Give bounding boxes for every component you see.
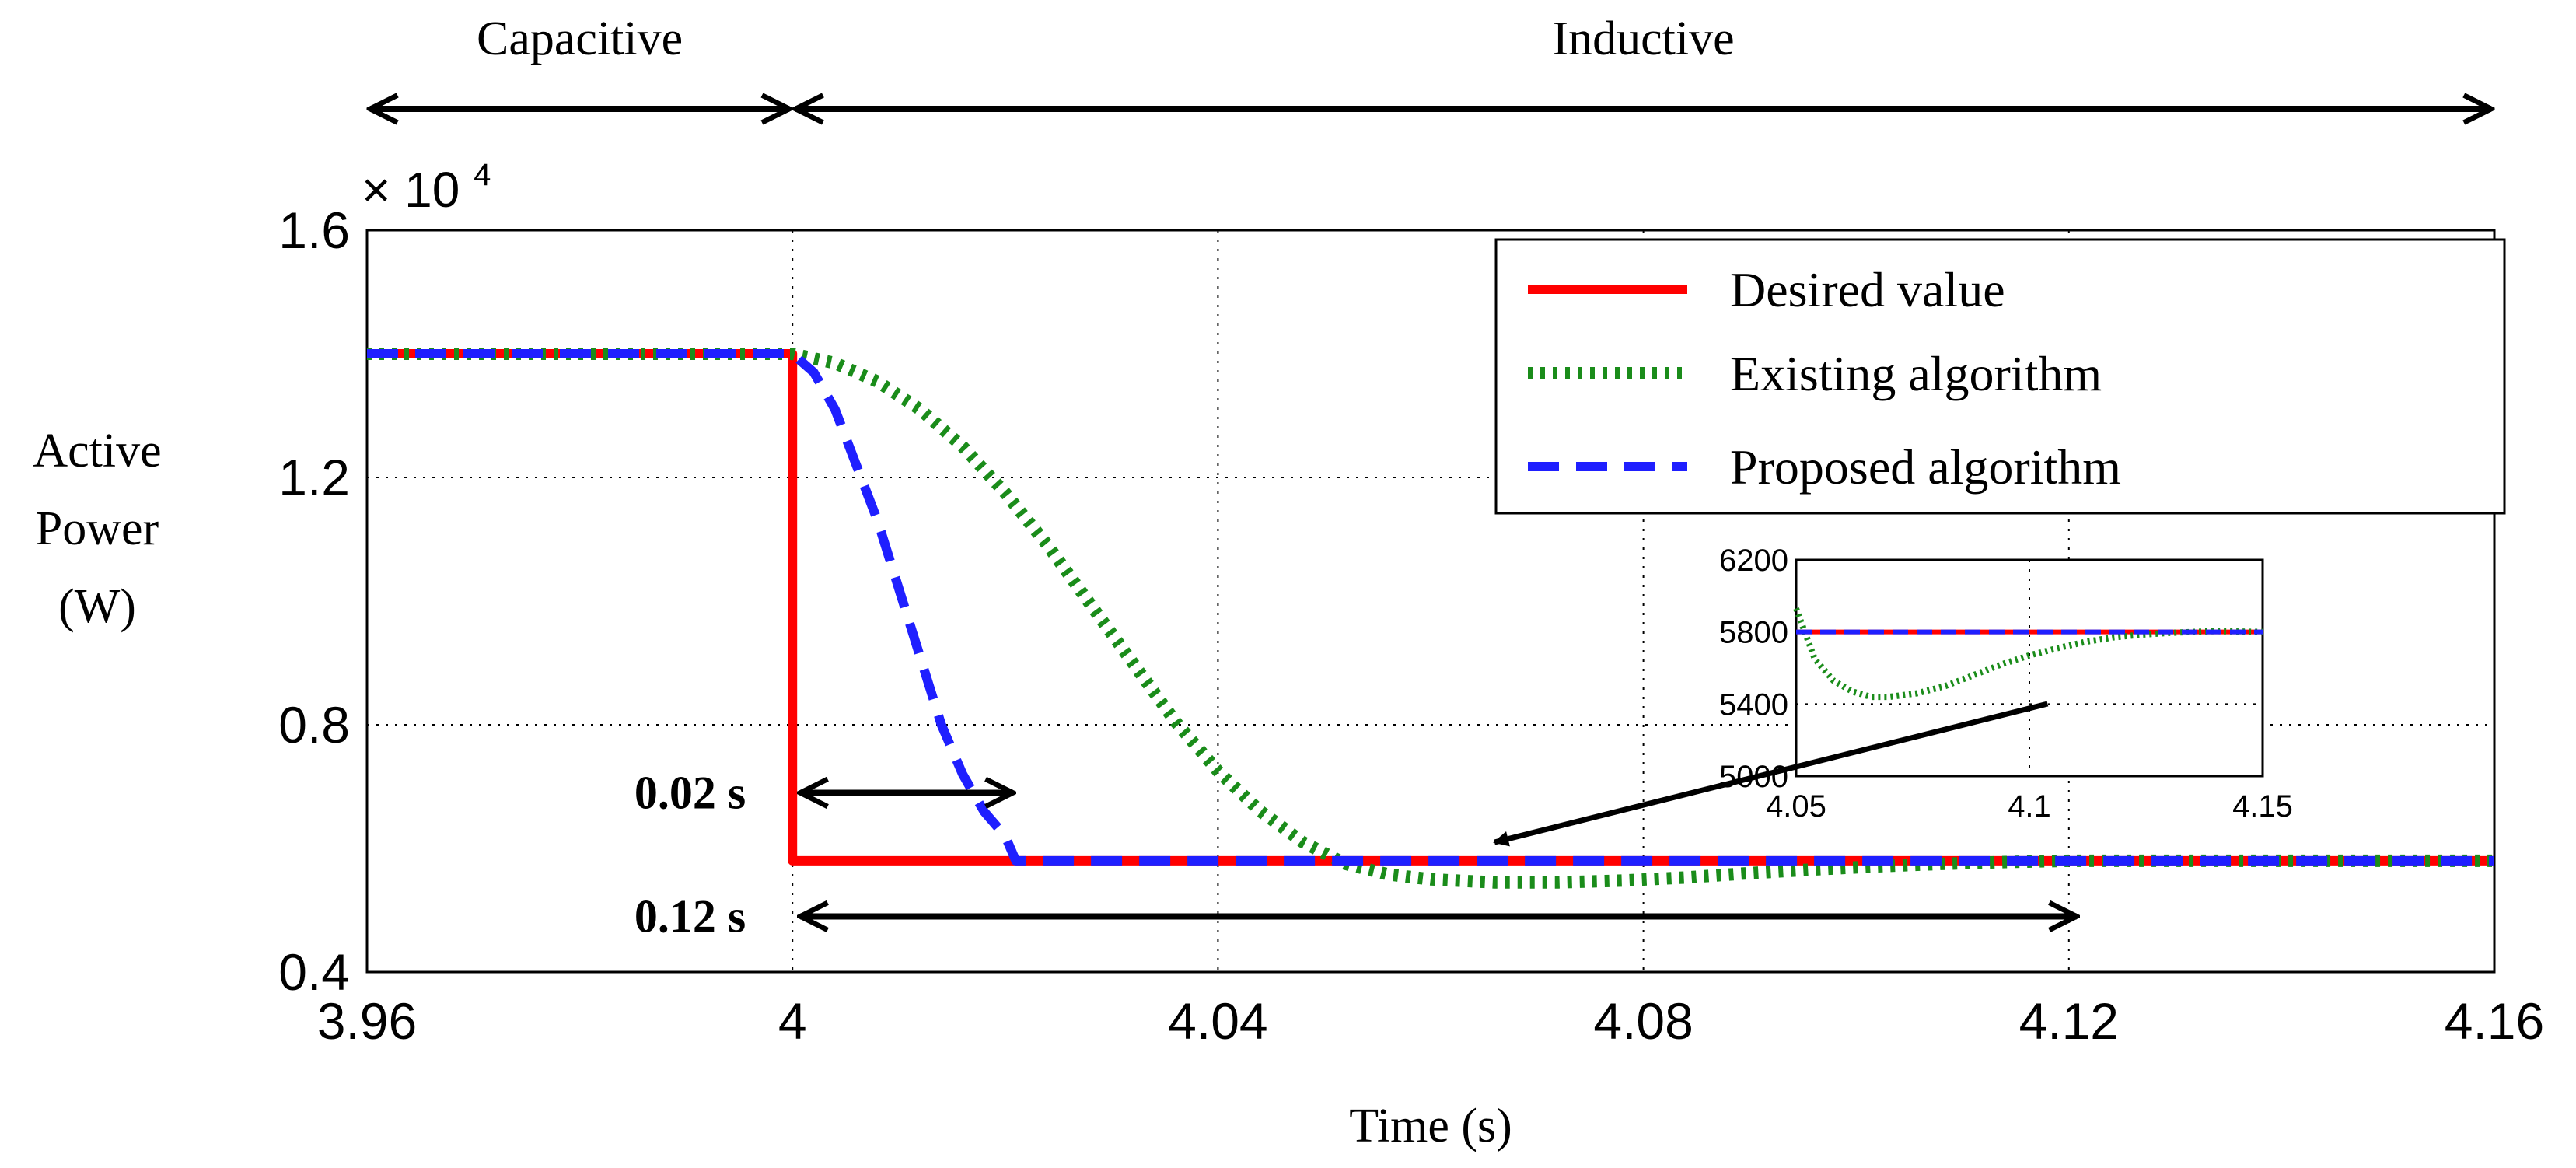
main-x-tick-0: 3.96 <box>317 992 417 1050</box>
inset-y-tick-labels: 5000540058006200 <box>1719 544 1788 794</box>
x-axis-label: Time (s) <box>1349 1100 1512 1152</box>
inset-x-tick-0: 4.05 <box>1766 789 1826 824</box>
region-indicators: Capacitive Inductive <box>370 12 2491 109</box>
main-y-tick-labels: 0.4 0.8 1.2 1.6 <box>278 201 350 1001</box>
main-y-tick-2: 1.2 <box>278 449 350 506</box>
duration-annotations: 0.02 s 0.12 s <box>634 767 2077 942</box>
inset-series-group <box>1793 607 2263 701</box>
y-scale-base: × 10 <box>362 162 460 218</box>
inset-series-existing-algorithm <box>1793 607 2263 701</box>
y-axis-label-line-3: (W) <box>58 580 136 633</box>
main-y-tick-3: 1.6 <box>278 201 350 259</box>
y-axis-label-line-1: Active <box>33 425 161 477</box>
region-label-capacitive: Capacitive <box>477 12 683 65</box>
legend: Desired value Existing algorithm Propose… <box>1494 238 2506 515</box>
main-y-tick-0: 0.4 <box>278 943 350 1001</box>
legend-label-existing: Existing algorithm <box>1730 346 2102 401</box>
region-label-inductive: Inductive <box>1553 12 1735 65</box>
main-series-proposed-algorithm <box>367 349 2494 866</box>
duration-label-0-12s: 0.12 s <box>634 890 746 942</box>
main-x-tick-4: 4.12 <box>2019 992 2119 1050</box>
y-scale-factor: × 10 4 <box>362 158 491 218</box>
inset-plot-frame <box>1795 558 2264 778</box>
legend-label-proposed: Proposed algorithm <box>1730 439 2121 495</box>
duration-label-0-02s: 0.02 s <box>634 767 746 818</box>
main-y-tick-1: 0.8 <box>278 696 350 754</box>
inset-y-tick-1: 5400 <box>1719 687 1788 722</box>
zoom-callout-arrow <box>1493 701 2049 847</box>
main-series-existing-algorithm <box>367 348 2494 889</box>
inset-x-tick-1: 4.1 <box>2008 789 2051 824</box>
main-x-tick-1: 4 <box>778 992 807 1050</box>
inset-y-tick-3: 6200 <box>1719 544 1788 578</box>
y-axis-label-line-2: Power <box>36 502 159 555</box>
main-series-group <box>367 348 2494 889</box>
main-x-tick-2: 4.04 <box>1168 992 1267 1050</box>
inset-x-tick-2: 4.15 <box>2232 789 2293 824</box>
inset-x-tick-labels: 4.05 4.1 4.15 <box>1766 789 2293 824</box>
main-x-tick-3: 4.08 <box>1593 992 1693 1050</box>
main-x-tick-5: 4.16 <box>2445 992 2544 1050</box>
y-scale-exponent: 4 <box>474 158 491 192</box>
inset-y-tick-2: 5800 <box>1719 616 1788 650</box>
inset-plot: 4.054.14.15 5000540058006200 <box>1719 544 2293 824</box>
main-x-tick-labels: 3.96 4 4.04 4.08 4.12 4.16 <box>317 992 2544 1050</box>
legend-label-desired: Desired value <box>1730 262 2005 317</box>
